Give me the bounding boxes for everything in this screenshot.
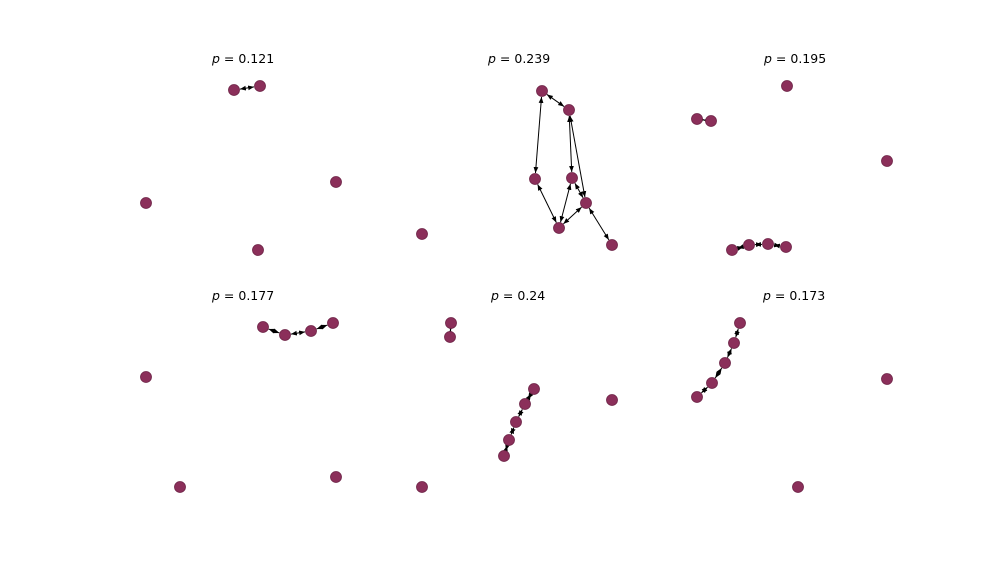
node-p3-3 [781,80,793,92]
node-p3-5 [726,244,738,256]
node-p5-8 [606,394,618,406]
panel-title-1: p = 0.121 [212,51,275,66]
edge-p2-1 [546,94,565,107]
panel-title-5: p = 0.24 [491,288,546,303]
node-p2-6 [553,222,565,234]
nodes-layer [140,80,893,493]
node-p2-7 [606,239,618,251]
edge-p3-4 [773,242,781,249]
edge-p4-2 [290,330,306,336]
node-p5-3 [528,383,540,395]
edge-p2-7 [574,182,584,199]
edge-p2-8 [563,206,582,225]
node-p3-6 [743,239,755,251]
node-p5-6 [503,434,515,446]
node-p4-2 [279,329,291,341]
node-p1-3 [140,197,152,209]
node-p6-5 [691,391,703,403]
edges-layer [239,85,781,453]
edge-p5-3 [517,409,524,417]
edge-p4-1 [268,328,280,334]
node-p3-1 [691,113,703,125]
edge-p4-3 [316,324,328,330]
node-p3-4 [881,155,893,167]
edge-p5-2 [525,392,534,401]
edge-p6-2 [726,348,733,358]
node-p3-2 [705,115,717,127]
edge-p6-1 [734,328,740,338]
edge-p2-5 [537,184,557,223]
edge-p2-9 [588,207,610,241]
node-p1-4 [330,176,342,188]
panel-title-4: p = 0.177 [212,288,275,303]
edge-p1-1 [239,85,255,91]
node-p6-4 [706,377,718,389]
node-p6-1 [734,317,746,329]
node-p4-3 [305,325,317,337]
edge-p5-5 [503,443,510,453]
node-p1-5 [252,244,264,256]
node-p1-1 [228,84,240,96]
edge-p2-2 [533,96,544,174]
panel-title-3: p = 0.195 [764,51,827,66]
panel-title-2: p = 0.239 [488,51,551,66]
node-p6-6 [881,373,893,385]
node-p2-1 [536,85,548,97]
node-p3-8 [780,241,792,253]
node-p6-2 [728,337,740,349]
node-p5-4 [519,398,531,410]
panel-title-6: p = 0.173 [763,288,826,303]
node-p5-7 [498,450,510,462]
node-p2-2 [563,104,575,116]
node-p6-7 [792,481,804,493]
node-p4-1 [257,321,269,333]
edge-p6-4 [701,386,708,394]
node-p4-6 [174,481,186,493]
node-p4-8 [416,481,428,493]
edge-p2-6 [559,183,572,223]
node-p4-5 [140,371,152,383]
node-p6-3 [719,357,731,369]
node-p2-5 [580,197,592,209]
edge-p3-2 [736,244,745,251]
node-p1-2 [254,80,266,92]
node-p1-6 [416,228,428,240]
node-p3-7 [762,238,774,250]
node-p2-3 [529,173,541,185]
edge-p2-4 [568,115,587,198]
node-p5-1 [445,317,457,329]
node-p5-2 [444,331,456,343]
node-p2-4 [566,172,578,184]
node-p4-7 [330,471,342,483]
edge-p6-3 [714,367,723,379]
node-p5-5 [510,416,522,428]
node-p4-4 [327,317,339,329]
edge-p5-4 [509,427,516,435]
